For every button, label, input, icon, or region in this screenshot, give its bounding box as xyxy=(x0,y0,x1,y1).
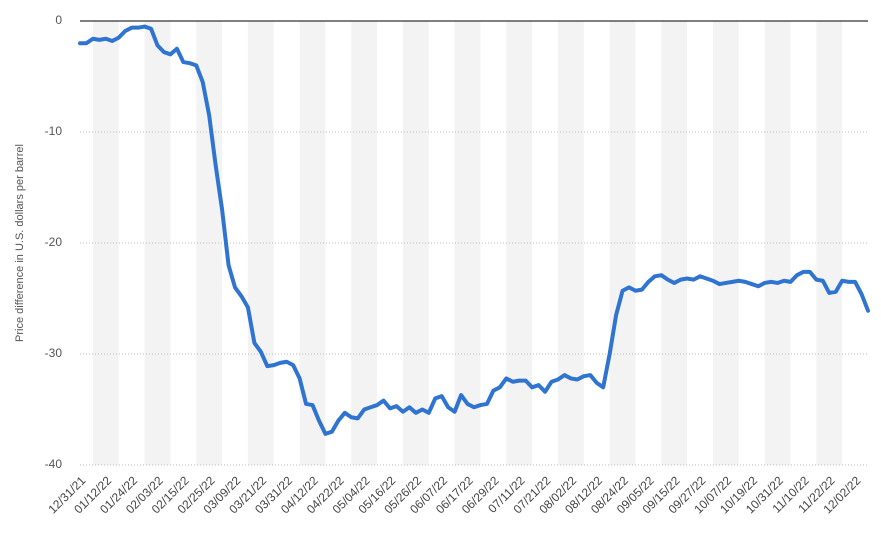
band xyxy=(144,21,171,465)
y-tick-label: 0 xyxy=(55,13,62,27)
band xyxy=(816,21,843,465)
y-axis-label: Price difference in U.S. dollars per bar… xyxy=(14,144,26,342)
y-tick-label: -30 xyxy=(45,346,63,360)
y-tick-label: -10 xyxy=(45,124,63,138)
band xyxy=(609,21,636,465)
y-tick-label: -40 xyxy=(45,457,63,471)
y-tick-label: -20 xyxy=(45,235,63,249)
band xyxy=(92,21,119,465)
band xyxy=(506,21,533,465)
band xyxy=(764,21,791,465)
band xyxy=(402,21,429,465)
band xyxy=(557,21,584,465)
data-line xyxy=(78,24,870,436)
band xyxy=(351,21,378,465)
